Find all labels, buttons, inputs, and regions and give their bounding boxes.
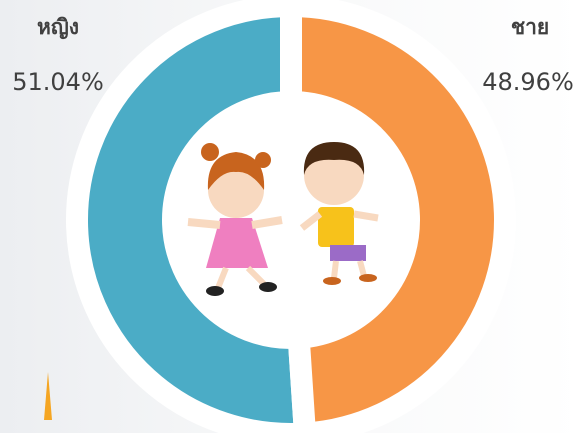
value-label: 51.04% bbox=[12, 68, 104, 96]
decoration bbox=[44, 372, 52, 420]
chart: หญิง 51.04% ชาย 48.96% bbox=[0, 0, 582, 433]
category-label: หญิง bbox=[37, 15, 79, 40]
value-label: 48.96% bbox=[482, 68, 574, 96]
category-label: ชาย bbox=[511, 15, 549, 39]
page: หญิง 51.04% ชาย 48.96% bbox=[0, 0, 582, 433]
slices bbox=[77, 6, 505, 433]
